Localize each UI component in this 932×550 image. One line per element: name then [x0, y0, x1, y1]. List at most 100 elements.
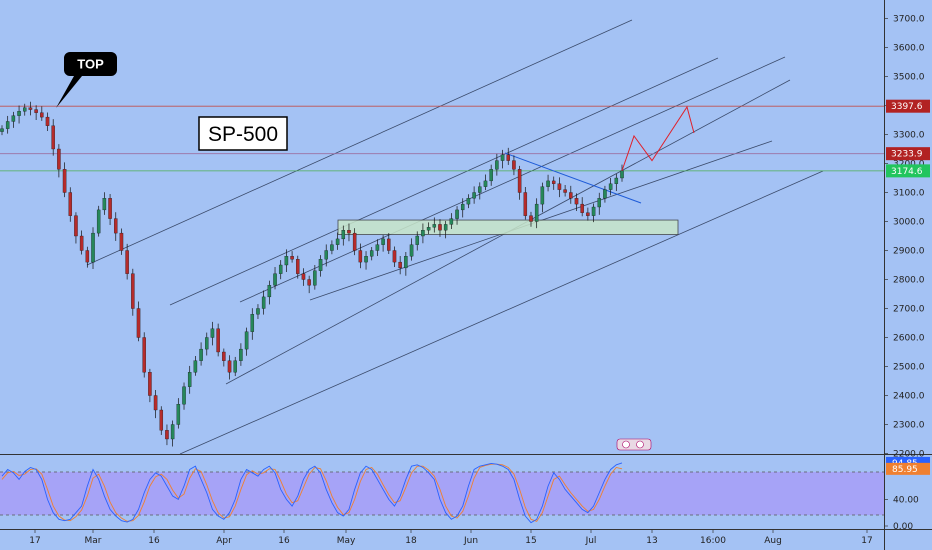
candle-body [34, 109, 38, 113]
price-tag [886, 99, 930, 113]
candle-body [455, 209, 459, 219]
candle-body [261, 296, 266, 309]
price-tag [886, 147, 930, 161]
price-tick-label: 2200.0 [893, 450, 925, 460]
candle-body [341, 230, 346, 240]
candle-body [165, 430, 169, 440]
candle-body [574, 198, 579, 205]
candle-body [608, 183, 613, 190]
candle-body [404, 256, 408, 269]
support-zone [337, 219, 679, 235]
candle-body [483, 180, 488, 187]
candle-body [5, 121, 10, 129]
candle-body [563, 189, 567, 193]
channel-line-6 [179, 170, 824, 455]
candle-body [347, 230, 351, 234]
candle-body [620, 170, 624, 179]
price-tick-label: 3600.0 [893, 44, 925, 54]
candle-body [438, 224, 442, 231]
title-box: SP-500 [198, 116, 288, 151]
candle-body [557, 183, 562, 190]
price-tags: 3397.6 3233.9 3174.6 [886, 99, 930, 178]
candle-body [102, 198, 107, 211]
candle-body [153, 395, 158, 411]
candle-body [443, 224, 448, 231]
candle-body [296, 259, 300, 274]
candle-body [472, 192, 476, 199]
candle-body [182, 386, 186, 405]
level-lines [0, 105, 884, 172]
candle-body [324, 250, 328, 260]
channel-line-1 [86, 19, 633, 266]
candle-body [392, 250, 397, 263]
candle-body [529, 215, 533, 222]
price-tag-label: 3233.9 [891, 150, 923, 160]
price-tag-label: 3397.6 [891, 102, 923, 112]
candle-body [23, 107, 27, 112]
time-tick-label: Aug [764, 536, 782, 546]
time-tick-label: 16 [278, 536, 290, 546]
candle-body [432, 224, 437, 228]
projection-path [621, 105, 695, 171]
earnings-icon [622, 440, 630, 449]
oscillator-value-tag [886, 462, 930, 475]
price-tick-label: 3000.0 [893, 218, 925, 228]
candle-body [267, 285, 272, 298]
candle-body [449, 218, 454, 225]
price-tick-label: 3700.0 [893, 15, 925, 25]
candle-body [51, 125, 55, 150]
blue-trendline [504, 152, 642, 204]
candle-body [57, 148, 61, 170]
time-tick-label: 16:00 [700, 536, 726, 546]
candle-body [170, 424, 175, 440]
price-tick-label: 3300.0 [893, 131, 925, 141]
candle-body [375, 244, 380, 251]
time-tick-label: 17 [29, 536, 40, 546]
price-tick-label: 2500.0 [893, 363, 925, 373]
candle-body [426, 227, 431, 231]
candle-body [500, 154, 505, 161]
top-label: TOP [77, 57, 104, 72]
time-tick-label: Jul [585, 536, 597, 546]
candle-body [74, 215, 78, 237]
candle-body [546, 180, 550, 187]
candle-body [569, 192, 573, 199]
candle-body [421, 230, 425, 237]
candle-body [148, 372, 152, 396]
candle-body [85, 250, 90, 263]
price-tick-label: 2600.0 [893, 334, 925, 344]
price-tag [886, 164, 930, 178]
candle-body [591, 206, 596, 216]
channel-line-3 [239, 56, 786, 303]
time-tick-label: 15 [525, 536, 536, 546]
price-tick-label: 2800.0 [893, 276, 925, 286]
candle-body [597, 198, 601, 208]
candle-body [318, 259, 323, 271]
time-tick-label: 16 [148, 536, 160, 546]
time-tick-label: Jun [463, 536, 478, 546]
candle-body [358, 250, 363, 263]
chart-title: SP-500 [208, 123, 278, 146]
candle-body [369, 250, 374, 257]
time-tick-label: May [337, 536, 356, 546]
price-tick-label: 2700.0 [893, 305, 925, 315]
candle-body [28, 107, 33, 110]
candle-body [387, 238, 391, 251]
candle-body [330, 244, 334, 251]
candle-body [352, 232, 357, 251]
candle-body [580, 203, 584, 213]
candle-body [131, 273, 135, 309]
candle-body [119, 232, 124, 251]
candle-body [415, 235, 419, 245]
candle-body [290, 256, 294, 260]
candle-body [91, 232, 95, 263]
time-tick-label: 17 [861, 536, 872, 546]
candle-body [273, 273, 277, 286]
candle-body [335, 238, 340, 245]
candle-body [614, 177, 619, 184]
candle-body [301, 273, 306, 280]
price-tick-label: 3500.0 [893, 73, 925, 83]
oscillator-band [0, 472, 884, 515]
time-tick-label: 18 [405, 536, 417, 546]
